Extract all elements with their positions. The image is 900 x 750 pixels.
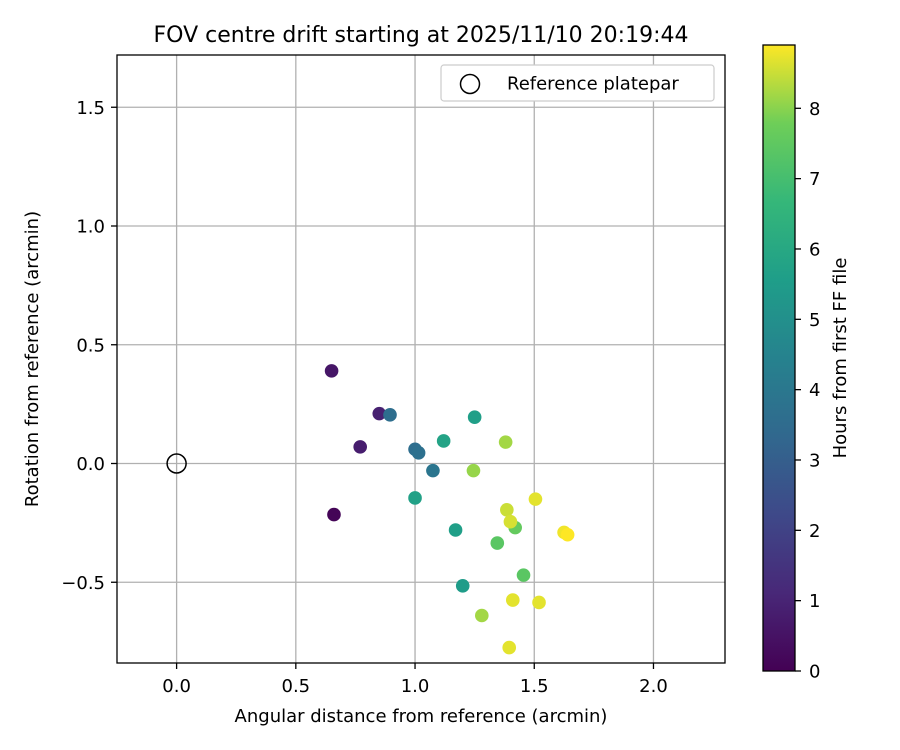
colorbar-tick-label: 1 xyxy=(809,591,820,612)
data-point xyxy=(383,408,397,422)
data-points xyxy=(324,364,575,655)
colorbar-tick-label: 7 xyxy=(809,169,820,190)
y-tick-label: 0.5 xyxy=(76,335,105,356)
y-tick-label: 0.0 xyxy=(76,454,105,475)
colorbar-tick-label: 0 xyxy=(809,662,820,683)
data-point xyxy=(500,503,514,517)
data-point xyxy=(372,406,387,421)
colorbar-ticks: 0 1 2 3 4 5 6 7 8 xyxy=(795,99,820,683)
colorbar: 0 1 2 3 4 5 6 7 8 Hours from first FF file xyxy=(762,44,851,683)
y-axis-ticks: −0.5 0.0 0.5 1.0 1.5 xyxy=(61,98,117,594)
data-point xyxy=(560,527,575,542)
colorbar-tick-label: 2 xyxy=(809,521,820,542)
x-tick-label: 0.0 xyxy=(162,676,191,697)
colorbar-title: Hours from first FF file xyxy=(830,258,851,459)
data-point xyxy=(426,463,440,478)
data-point xyxy=(411,446,426,460)
data-point xyxy=(408,491,422,505)
chart-title: FOV centre drift starting at 2025/11/10 … xyxy=(154,23,689,48)
data-point xyxy=(505,593,520,607)
data-point xyxy=(475,608,489,623)
data-point xyxy=(324,364,339,378)
colorbar-tick-label: 6 xyxy=(809,239,820,260)
data-point xyxy=(498,435,513,449)
colorbar-frame xyxy=(762,44,796,672)
legend-box xyxy=(440,64,715,102)
x-tick-label: 2.0 xyxy=(639,676,668,697)
data-point xyxy=(353,440,368,454)
x-axis-ticks: 0.0 0.5 1.0 1.5 2.0 xyxy=(162,663,668,697)
data-point xyxy=(436,434,451,448)
plot-frame xyxy=(116,54,726,664)
colorbar-tick-label: 4 xyxy=(809,380,820,401)
colorbar-gradient xyxy=(763,45,795,671)
y-tick-label: −0.5 xyxy=(61,573,105,594)
y-axis-title: Rotation from reference (arcmin) xyxy=(22,211,43,507)
data-point xyxy=(490,536,505,550)
data-point xyxy=(503,514,518,529)
data-point xyxy=(327,507,341,522)
x-tick-label: 1.5 xyxy=(520,676,549,697)
data-point xyxy=(467,410,482,424)
legend-entry-label: Reference platepar xyxy=(507,74,679,95)
legend-circle-icon xyxy=(459,73,481,95)
reference-platepar-marker xyxy=(166,453,187,474)
legend: Reference platepar xyxy=(440,64,715,102)
y-tick-label: 1.5 xyxy=(76,98,105,119)
data-point xyxy=(448,523,463,537)
colorbar-tick-label: 3 xyxy=(809,450,820,471)
y-tick-label: 1.0 xyxy=(76,217,105,238)
data-point xyxy=(466,463,481,478)
grid xyxy=(117,55,725,663)
data-point xyxy=(502,640,517,655)
x-tick-label: 0.5 xyxy=(282,676,311,697)
reference-marker-layer xyxy=(166,453,187,474)
data-point xyxy=(532,595,546,610)
x-tick-label: 1.0 xyxy=(401,676,430,697)
colorbar-tick-label: 5 xyxy=(809,310,820,331)
data-point xyxy=(455,579,470,593)
x-axis-title: Angular distance from reference (arcmin) xyxy=(235,706,608,727)
data-point xyxy=(528,492,543,506)
colorbar-tick-label: 8 xyxy=(809,99,820,120)
data-point xyxy=(516,568,531,582)
